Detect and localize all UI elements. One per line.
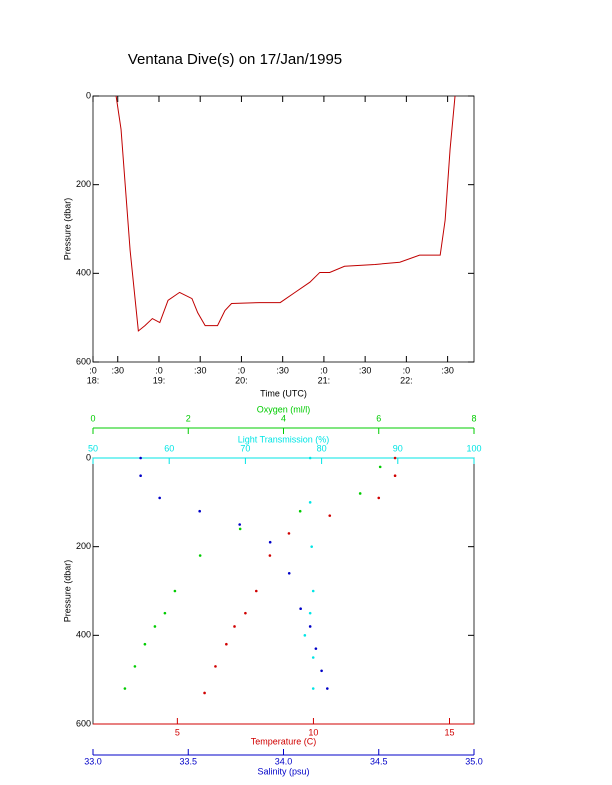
y-tick-label: 600 (76, 718, 91, 728)
x-tick-label: 6 (376, 413, 381, 423)
x-tick-label: 34.0 (275, 756, 293, 766)
profile-point (139, 456, 142, 460)
profile-point (320, 669, 323, 673)
profile-point (198, 554, 202, 557)
profile-point (377, 496, 381, 500)
x-tick-label: 0 (90, 413, 95, 423)
profile-point (153, 625, 157, 628)
profile-point (308, 611, 312, 615)
profile-point (358, 492, 362, 495)
profile-point (378, 465, 382, 469)
y-axis-label: Pressure (dbar) (62, 560, 72, 623)
profile-point (123, 687, 127, 690)
x-tick-label: :0 (403, 365, 411, 375)
profile-point (163, 611, 167, 615)
x-tick-label: 80 (317, 443, 327, 453)
y-tick-label: 400 (76, 268, 91, 278)
profile-point (311, 687, 315, 690)
y-tick-label: 0 (86, 90, 91, 100)
x-tick-label: :0 (320, 365, 328, 375)
x-tick-label: 60 (164, 443, 174, 453)
chart-title: Ventana Dive(s) on 17/Jan/1995 (128, 51, 342, 68)
y-axis-label: Pressure (dbar) (62, 198, 72, 261)
x-tick-label: :30 (194, 365, 207, 375)
profile-point (238, 527, 242, 531)
plot-frame (92, 95, 475, 363)
profile-point (268, 554, 272, 557)
x-tick-label: :0 (155, 365, 163, 375)
x-tick-label: :30 (276, 365, 289, 375)
x-tick-label: 50 (88, 443, 98, 453)
y-tick-label: 0 (86, 452, 91, 462)
x-tick-label: 8 (471, 413, 476, 423)
y-tick-label: 400 (76, 630, 91, 640)
profile-point (314, 647, 318, 650)
x-tick-hour-label: 19: (153, 375, 166, 385)
x-tick-hour-label: 20: (235, 375, 248, 385)
x-tick-label: 15 (444, 727, 454, 737)
profile-point (173, 589, 177, 593)
x-axis-label: Oxygen (ml/l) (257, 404, 311, 414)
x-tick-label: 33.5 (179, 756, 197, 766)
profile-point (238, 523, 241, 526)
x-axis-label: Salinity (psu) (257, 766, 309, 776)
x-tick-label: :0 (89, 365, 97, 375)
profile-point (308, 501, 312, 504)
profile-point (298, 509, 302, 513)
profile-point (287, 571, 291, 575)
profile-point (244, 611, 247, 615)
x-tick-label: :30 (111, 365, 124, 375)
profile-point (311, 656, 315, 659)
y-tick-label: 200 (76, 541, 91, 551)
profile-point (287, 532, 291, 535)
x-tick-hour-label: 21: (318, 375, 331, 385)
x-tick-label: :0 (238, 365, 246, 375)
x-axis-label: Temperature (C) (251, 736, 317, 746)
profile-point (299, 607, 302, 611)
x-tick-hour-label: 22: (400, 375, 413, 385)
profile-point (233, 625, 236, 628)
profile-point (214, 665, 217, 668)
profile-point (198, 509, 201, 513)
profile-point (139, 474, 142, 478)
profile-point (303, 634, 307, 637)
x-tick-label: 70 (240, 443, 250, 453)
profile-point (133, 665, 137, 668)
x-tick-hour-label: 18: (87, 375, 100, 385)
profile-point (268, 540, 272, 544)
profile-point (310, 545, 313, 548)
x-tick-label: 33.0 (84, 756, 102, 766)
profile-point (393, 456, 397, 460)
x-tick-label: 90 (393, 443, 403, 453)
profile-point (203, 691, 206, 695)
x-tick-label: 35.0 (465, 756, 483, 766)
profile-point (311, 589, 315, 593)
profile-point (143, 642, 147, 646)
x-tick-label: 2 (186, 413, 191, 423)
y-tick-label: 600 (76, 356, 91, 366)
x-tick-label: 10 (308, 727, 318, 737)
x-tick-label: 4 (281, 413, 286, 423)
profile-point (326, 687, 329, 690)
x-axis-label: Time (UTC) (260, 388, 307, 398)
x-tick-label: 34.5 (370, 756, 388, 766)
y-tick-label: 200 (76, 179, 91, 189)
profile-point (225, 642, 228, 646)
x-tick-label: 5 (175, 727, 180, 737)
dive-line (115, 95, 456, 332)
profile-point (308, 625, 312, 628)
profile-point (254, 589, 258, 593)
x-tick-label: 100 (466, 443, 481, 453)
x-axis-label: Light Transmission (%) (238, 434, 330, 444)
profile-point (158, 496, 161, 500)
profile-point (328, 514, 332, 517)
profile-point (308, 456, 312, 460)
profile-point (393, 474, 397, 478)
x-tick-label: :30 (359, 365, 372, 375)
x-tick-label: :30 (441, 365, 454, 375)
